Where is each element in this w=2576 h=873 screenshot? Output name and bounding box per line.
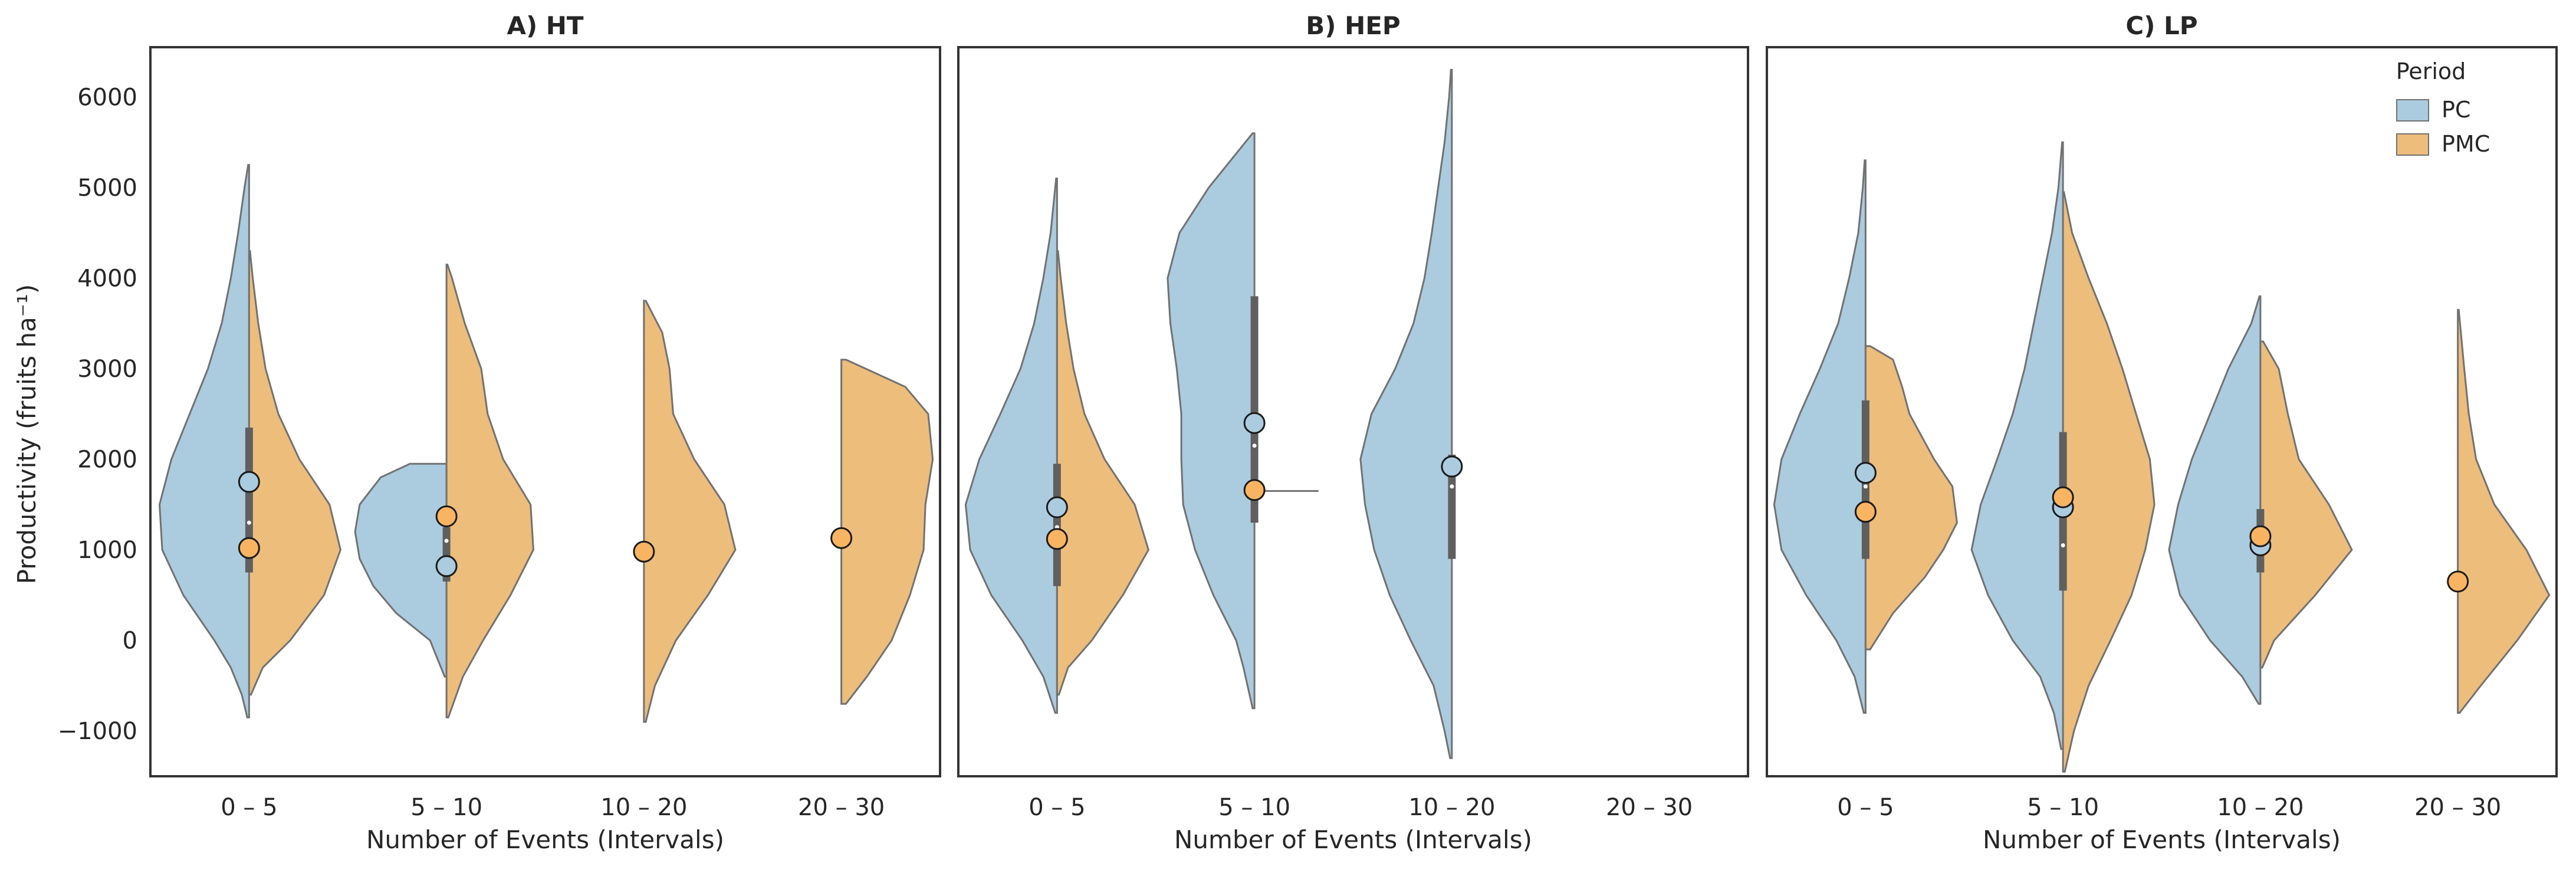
violin-group — [2447, 308, 2551, 714]
mean-point-pmc — [2052, 486, 2074, 508]
panel-title: A) HT — [507, 11, 583, 40]
mean-point-pc — [435, 555, 458, 577]
violin-half-pc — [158, 164, 250, 718]
violin-half-pmc — [1056, 250, 1150, 696]
violin-group — [354, 264, 534, 718]
violin-group — [830, 359, 934, 705]
mean-point-pmc — [633, 540, 655, 563]
mean-point-pmc — [238, 537, 260, 559]
x-tick-label: 10 – 20 — [600, 794, 687, 821]
legend-swatch-pmc — [2396, 133, 2429, 156]
x-tick-label: 20 – 30 — [1606, 794, 1693, 821]
mean-point-pmc — [2447, 570, 2469, 593]
violin-group — [158, 164, 341, 718]
violin-half-pc — [1773, 159, 1867, 714]
mean-point-pmc — [2249, 525, 2272, 547]
plot-area — [958, 47, 1748, 776]
x-axis-label: Number of Events (Intervals) — [1983, 825, 2341, 854]
violin-group — [633, 300, 737, 723]
violin-half-pmc — [248, 250, 341, 696]
legend-swatch-pc — [2396, 99, 2429, 122]
mean-point-pmc — [1046, 528, 1068, 550]
legend-label: PMC — [2442, 131, 2490, 157]
panels: A) HT −1000 0 1000 2000 3000 4000 5000 6000 0 – 5… — [58, 11, 2558, 854]
panel-3: C) LP 0 – 5 5 – 10 10 – 20 20 – 30 Number of … — [1766, 11, 2558, 854]
x-tick-label: 10 – 20 — [2217, 794, 2304, 821]
mean-point-pmc — [830, 527, 853, 549]
x-tick-label: 0 – 5 — [221, 794, 277, 821]
mean-point-pmc — [1854, 501, 1877, 523]
violin-half-pmc — [2457, 308, 2551, 714]
mean-point-pc — [1854, 462, 1877, 484]
panel-1: A) HT −1000 0 1000 2000 3000 4000 5000 6000 0 – 5… — [58, 11, 941, 854]
plot-frame — [1766, 46, 2558, 777]
violin-group — [1167, 132, 1319, 710]
violin-group — [1773, 159, 1958, 714]
violin-half-pc — [964, 178, 1058, 714]
violin-half-pc — [1359, 68, 1453, 759]
violin-group — [1970, 141, 2156, 773]
x-tick-label: 5 – 10 — [1218, 794, 1290, 821]
violin-group — [1359, 68, 1463, 759]
median-marker — [247, 520, 251, 525]
violin-half-pc — [1167, 132, 1256, 710]
y-tick-label: 6000 — [77, 84, 137, 111]
median-marker — [1252, 444, 1257, 448]
mean-point-pc — [1046, 496, 1068, 518]
legend-label: PC — [2442, 97, 2470, 123]
x-tick-label: 0 – 5 — [1837, 794, 1894, 821]
x-tick-label: 5 – 10 — [2027, 794, 2099, 821]
y-tick-label: 5000 — [77, 175, 137, 202]
panel-title: C) LP — [2125, 11, 2197, 40]
median-marker — [1450, 484, 1454, 489]
x-axis-label: Number of Events (Intervals) — [1174, 825, 1532, 854]
mean-point-pmc — [435, 505, 458, 527]
violin-half-pmc — [445, 264, 534, 718]
median-marker — [2061, 543, 2065, 547]
violin-half-pc — [354, 462, 448, 678]
x-tick-label: 20 – 30 — [2414, 794, 2501, 821]
panel-title: B) HEP — [1306, 11, 1400, 40]
y-tick-label: 2000 — [77, 447, 137, 474]
violin-group — [2168, 295, 2353, 705]
plot-frame — [149, 46, 941, 777]
violin-half-pmc — [2062, 191, 2156, 773]
mean-point-pmc — [1243, 479, 1266, 501]
y-tick-label: 3000 — [77, 356, 137, 383]
y-tick-label: 4000 — [77, 265, 137, 293]
plot-frame — [957, 46, 1749, 777]
violin-half-pmc — [1864, 345, 1958, 651]
y-tick-label: 1000 — [77, 537, 137, 564]
x-axis-label: Number of Events (Intervals) — [366, 825, 724, 854]
x-tick-label: 10 – 20 — [1408, 794, 1495, 821]
violin-group — [964, 178, 1150, 714]
violin-half-pc — [1970, 141, 2064, 750]
median-marker — [1863, 484, 1868, 489]
legend: Period PC PMC — [2396, 58, 2490, 157]
median-marker — [444, 539, 449, 543]
x-tick-label: 20 – 30 — [798, 794, 885, 821]
plot-area — [150, 47, 940, 776]
violin-half-pmc — [643, 300, 737, 723]
legend-title: Period — [2396, 58, 2466, 84]
mean-point-pc — [1441, 455, 1463, 478]
mean-point-pc — [238, 471, 260, 493]
y-axis-label: Productivity (fruits ha⁻¹) — [12, 284, 41, 585]
panel-2: B) HEP 0 – 5 5 – 10 10 – 20 20 – 30 Number of… — [957, 11, 1749, 854]
y-tick-label: 0 — [123, 628, 137, 655]
x-tick-label: 5 – 10 — [410, 794, 482, 821]
violin-half-pc — [2168, 295, 2262, 705]
mean-point-pc — [1243, 412, 1266, 434]
violin-half-pmc — [840, 359, 934, 705]
violin-half-pmc — [2259, 340, 2353, 669]
y-tick-label: −1000 — [58, 718, 137, 745]
x-tick-label: 0 – 5 — [1029, 794, 1085, 821]
